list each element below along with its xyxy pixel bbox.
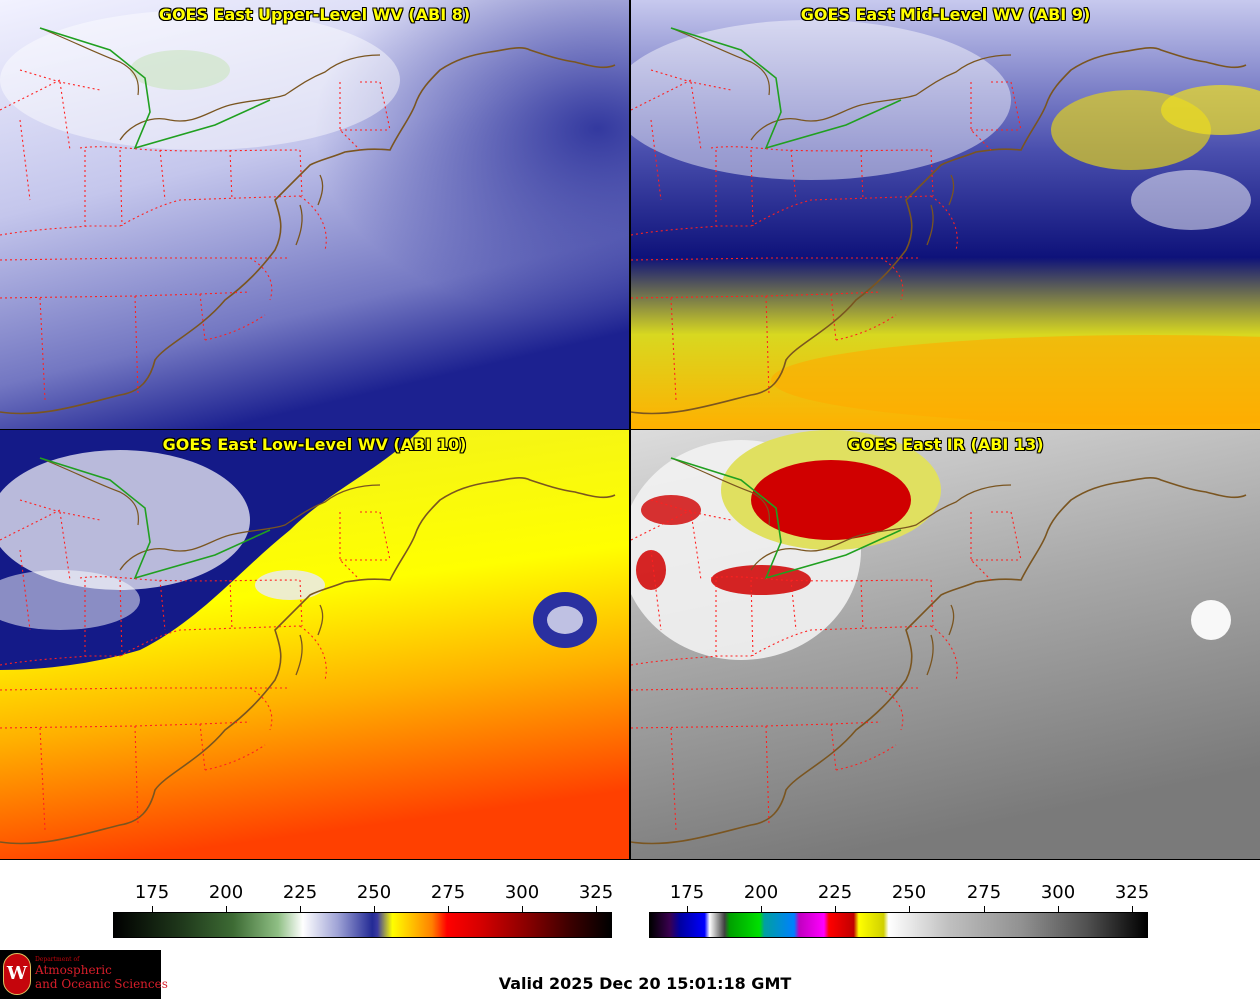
tick-label: 275 xyxy=(966,882,1002,903)
tick-label: 325 xyxy=(578,882,614,903)
panel-title: GOES East Mid-Level WV (ABI 9) xyxy=(800,5,1091,24)
logo-line-1: Atmospheric xyxy=(35,963,112,977)
tick-mark xyxy=(835,906,836,912)
tick-mark xyxy=(226,906,227,912)
tick-mark xyxy=(300,906,301,912)
panel-divider xyxy=(0,859,1260,860)
tick-label: 200 xyxy=(743,882,779,903)
panel-divider xyxy=(0,429,1260,430)
tick-mark xyxy=(374,906,375,912)
colorbar-water-vapor xyxy=(113,912,612,938)
tick-label: 325 xyxy=(1114,882,1150,903)
panel-title: GOES East Upper-Level WV (ABI 8) xyxy=(158,5,471,24)
tick-mark xyxy=(687,906,688,912)
colorbar-infrared xyxy=(649,912,1148,938)
tick-mark xyxy=(1058,906,1059,912)
tick-label: 250 xyxy=(356,882,392,903)
tick-mark xyxy=(522,906,523,912)
tick-label: 175 xyxy=(134,882,170,903)
tick-mark xyxy=(448,906,449,912)
tick-mark xyxy=(596,906,597,912)
tick-mark xyxy=(152,906,153,912)
tick-label: 275 xyxy=(430,882,466,903)
map-panel-mid-wv: GOES East Mid-Level WV (ABI 9) xyxy=(631,0,1260,429)
tick-label: 300 xyxy=(1040,882,1076,903)
tick-label: 225 xyxy=(282,882,318,903)
tick-label: 225 xyxy=(817,882,853,903)
tick-label: 300 xyxy=(504,882,540,903)
tick-label: 200 xyxy=(208,882,244,903)
logo-dept: Department of xyxy=(35,956,80,963)
map-panel-low-wv: GOES East Low-Level WV (ABI 10) xyxy=(0,430,629,859)
tick-mark xyxy=(984,906,985,912)
logo-line-2: and Oceanic Sciences xyxy=(35,977,168,991)
tick-mark xyxy=(761,906,762,912)
tick-mark xyxy=(909,906,910,912)
uw-seal-icon: W xyxy=(3,953,31,995)
panel-title: GOES East IR (ABI 13) xyxy=(847,435,1044,454)
aos-logo: W Department of Atmospheric and Oceanic … xyxy=(0,950,168,999)
tick-mark xyxy=(1132,906,1133,912)
tick-label: 175 xyxy=(669,882,705,903)
tick-label: 250 xyxy=(891,882,927,903)
map-panel-ir: GOES East IR (ABI 13) xyxy=(631,430,1260,859)
panel-title: GOES East Low-Level WV (ABI 10) xyxy=(162,435,467,454)
map-panel-upper-wv: GOES East Upper-Level WV (ABI 8) xyxy=(0,0,629,429)
valid-time: Valid 2025 Dec 20 15:01:18 GMT xyxy=(498,974,792,993)
